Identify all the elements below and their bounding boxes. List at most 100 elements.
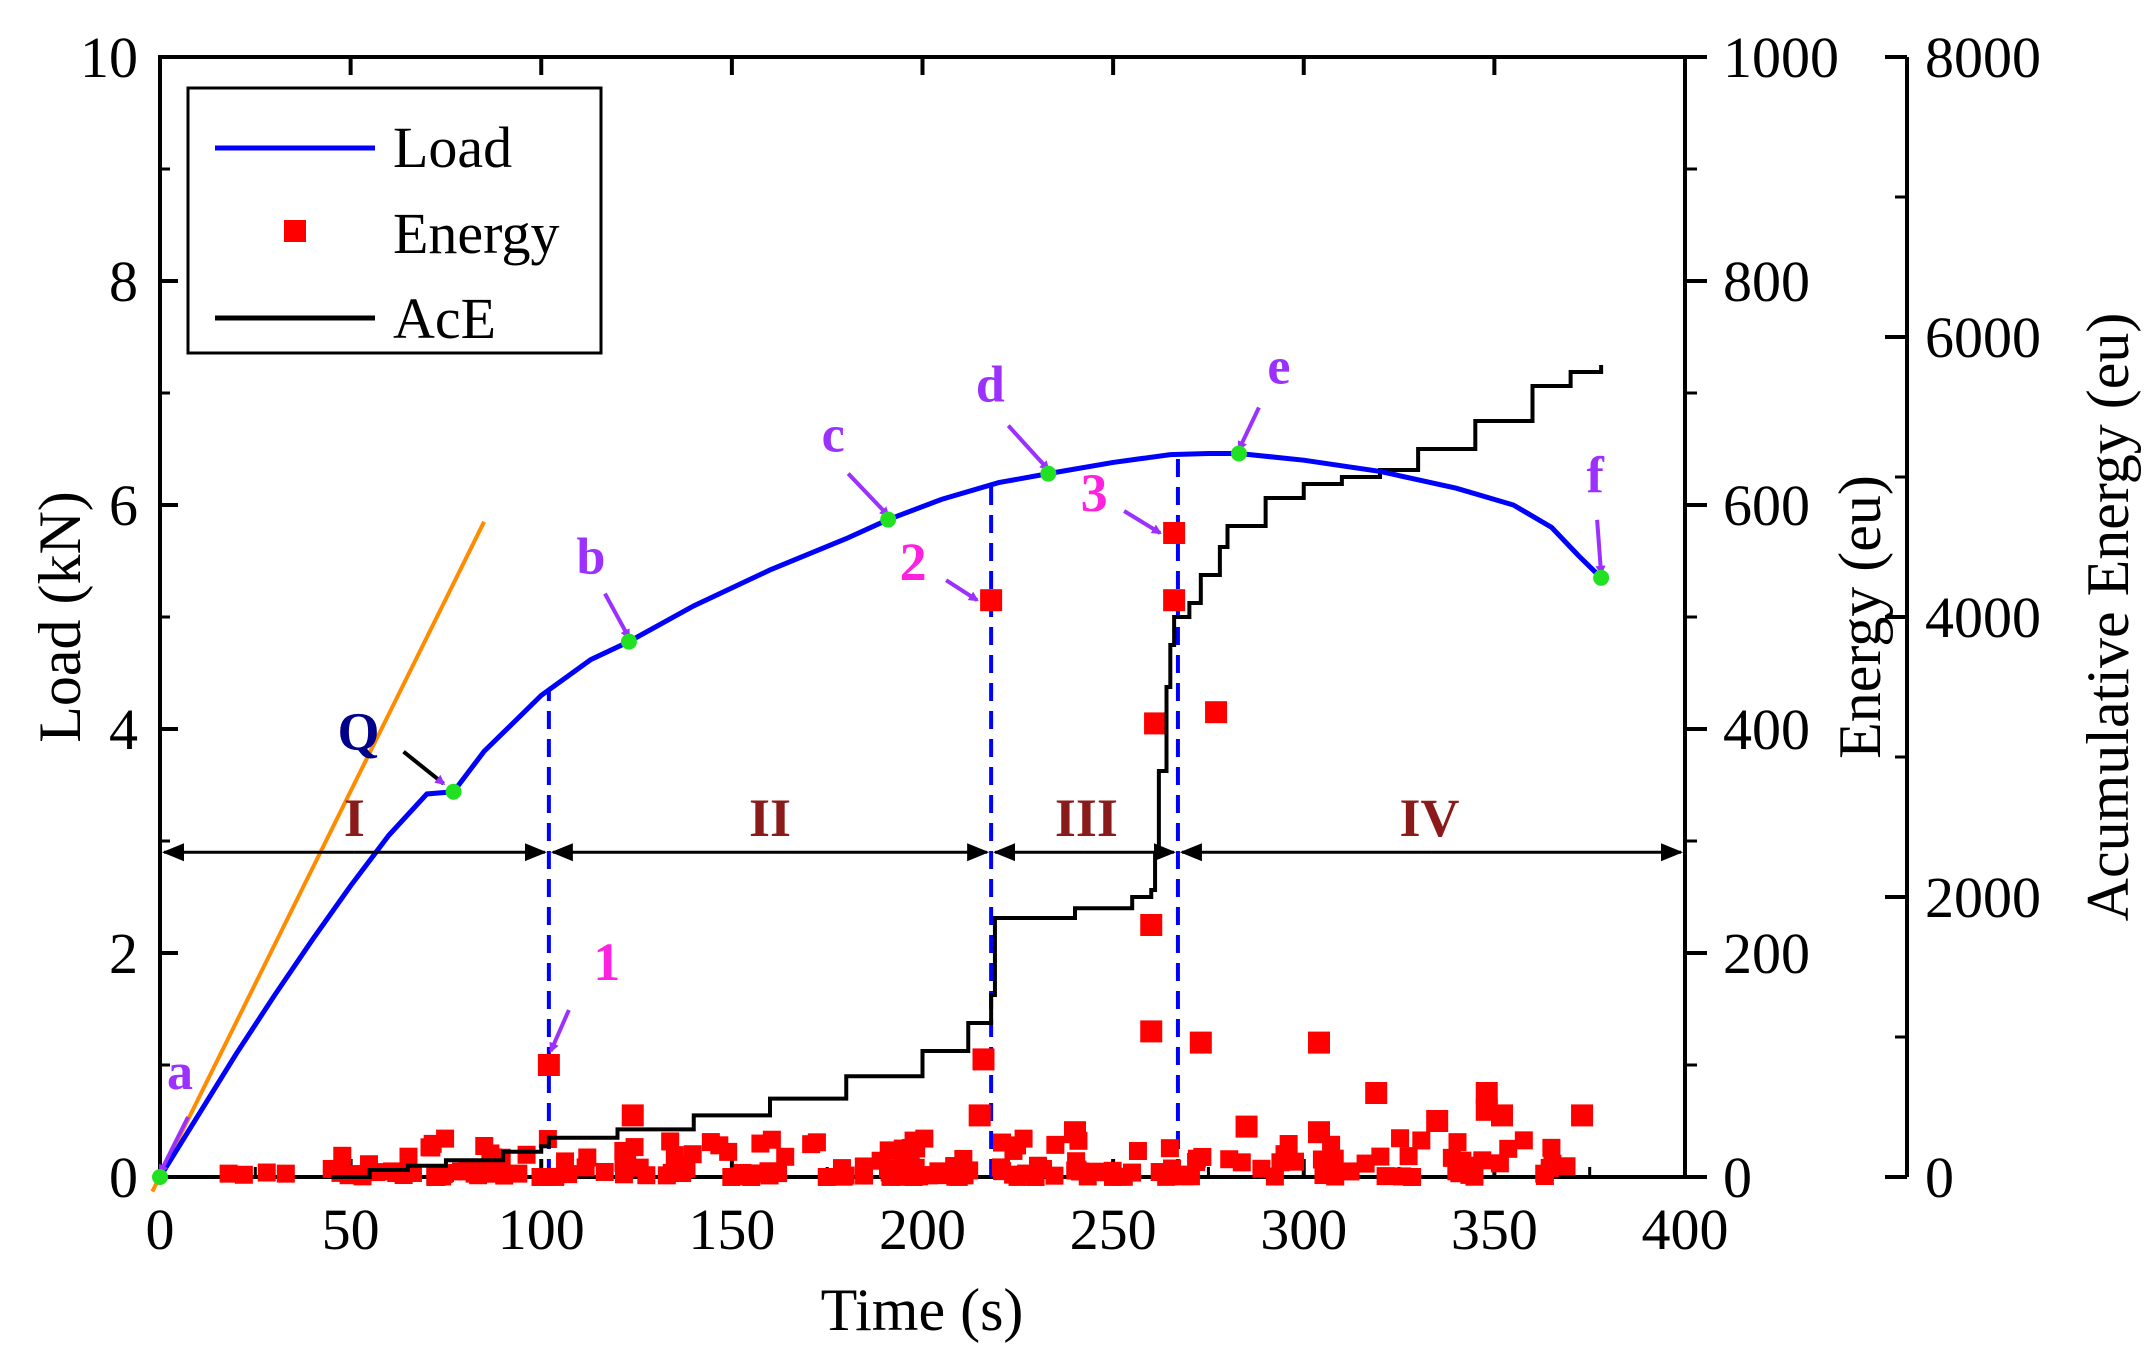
energy-point <box>595 1162 614 1181</box>
x-tick-label: 400 <box>1642 1197 1729 1262</box>
point-letter: c <box>822 407 845 464</box>
energy-point <box>534 1167 553 1186</box>
x-tick-label: 100 <box>498 1197 585 1262</box>
y-right1-tick-label: 400 <box>1723 697 1810 762</box>
stage-label: I <box>344 788 365 848</box>
energy-point <box>1473 1151 1492 1170</box>
energy-point <box>1490 1154 1509 1173</box>
energy-point <box>1189 1031 1212 1054</box>
x-tick-label: 350 <box>1451 1197 1538 1262</box>
energy-point <box>882 1167 901 1186</box>
energy-point <box>556 1152 575 1171</box>
point-marker <box>1040 465 1057 482</box>
legend-energy-label: Energy <box>393 201 559 266</box>
stage-label: IV <box>1400 788 1460 848</box>
stage-label: II <box>749 788 791 848</box>
energy-point <box>420 1138 439 1157</box>
point-marker <box>1230 445 1247 462</box>
energy-point <box>661 1132 680 1151</box>
energy-point <box>762 1130 781 1149</box>
x-tick-label: 250 <box>1070 1197 1157 1262</box>
energy-point <box>578 1148 597 1167</box>
energy-point <box>1557 1157 1576 1176</box>
energy-point <box>1514 1131 1533 1150</box>
energy-point <box>953 1158 972 1177</box>
x-tick-label: 200 <box>879 1197 966 1262</box>
y-right2-tick-label: 2000 <box>1925 865 2041 930</box>
point-letter: d <box>976 357 1005 414</box>
energy-point <box>426 1167 445 1186</box>
event-arrow <box>1123 509 1162 535</box>
energy-point <box>495 1166 514 1185</box>
energy-point <box>1543 1154 1562 1173</box>
point-arrow <box>1595 519 1606 576</box>
energy-point <box>1078 1167 1097 1186</box>
energy-point <box>1356 1154 1375 1173</box>
y-right2-tick-label: 6000 <box>1925 305 2041 370</box>
x-axis-title: Time (s) <box>821 1277 1024 1343</box>
energy-point <box>630 1158 649 1177</box>
event-arrow <box>945 578 979 602</box>
energy-point <box>1499 1139 1518 1158</box>
point-marker <box>152 1169 168 1185</box>
energy-point <box>776 1147 795 1166</box>
energy-point <box>1064 1121 1086 1144</box>
energy-point <box>993 1133 1012 1152</box>
energy-point <box>1140 1020 1163 1043</box>
point-arrow <box>1006 424 1050 472</box>
y-right1-tick-label: 0 <box>1723 1145 1752 1210</box>
y-right1-tick-label: 600 <box>1723 473 1810 538</box>
energy-point <box>972 1048 995 1071</box>
energy-point <box>1187 1149 1206 1168</box>
x-tick-label: 300 <box>1260 1197 1347 1262</box>
energy-point <box>1163 589 1186 612</box>
energy-point <box>1028 1156 1047 1175</box>
energy-point <box>760 1166 779 1185</box>
point-arrow <box>603 592 631 640</box>
energy-point <box>509 1164 528 1183</box>
y-left-axis-title: Load (kN) <box>27 491 93 743</box>
legend: Load Energy AcE <box>186 86 603 355</box>
point-letter: b <box>576 529 605 586</box>
energy-point <box>1365 1082 1388 1104</box>
legend-box <box>186 86 603 355</box>
stage-label: III <box>1055 788 1118 848</box>
y-left-tick-label: 0 <box>109 1145 138 1210</box>
energy-point <box>436 1129 455 1148</box>
energy-point <box>1371 1147 1390 1166</box>
x-tick-label: 150 <box>688 1197 775 1262</box>
energy-point <box>1391 1129 1410 1148</box>
legend-ace-label: AcE <box>393 286 496 351</box>
energy-point <box>1163 522 1186 544</box>
energy-point <box>1067 1152 1086 1171</box>
y-right1-tick-label: 800 <box>1723 249 1810 314</box>
q-label: Q <box>338 702 380 762</box>
y-right1-axis-title: Energy (eu) <box>1827 475 1893 759</box>
energy-point <box>1140 914 1163 936</box>
point-arrow <box>1237 406 1261 452</box>
energy-point <box>1160 1139 1179 1158</box>
energy-point <box>1491 1104 1513 1127</box>
energy-point <box>1448 1133 1467 1152</box>
event-number: 2 <box>900 532 927 592</box>
event-arrow <box>549 1009 571 1053</box>
energy-point <box>1045 1166 1064 1185</box>
y-right2-tick-label: 4000 <box>1925 585 2041 650</box>
point-letter: e <box>1267 338 1290 395</box>
point-marker <box>620 633 637 650</box>
energy-point <box>1308 1031 1330 1054</box>
tangent-line <box>150 520 486 1193</box>
energy-point <box>276 1164 295 1183</box>
energy-point <box>399 1147 418 1166</box>
energy-point <box>871 1151 890 1170</box>
energy-point <box>1571 1104 1594 1127</box>
energy-point <box>1314 1166 1333 1185</box>
legend-energy-swatch <box>284 220 306 242</box>
y-right2-axis-title: Acumulative Energy (eu) <box>2075 313 2141 922</box>
point-letter: f <box>1586 447 1604 504</box>
energy-point <box>746 1164 765 1183</box>
energy-point <box>907 1139 926 1158</box>
energy-point <box>1232 1153 1251 1172</box>
energy-point <box>1376 1167 1395 1186</box>
energy-point <box>1465 1167 1484 1186</box>
